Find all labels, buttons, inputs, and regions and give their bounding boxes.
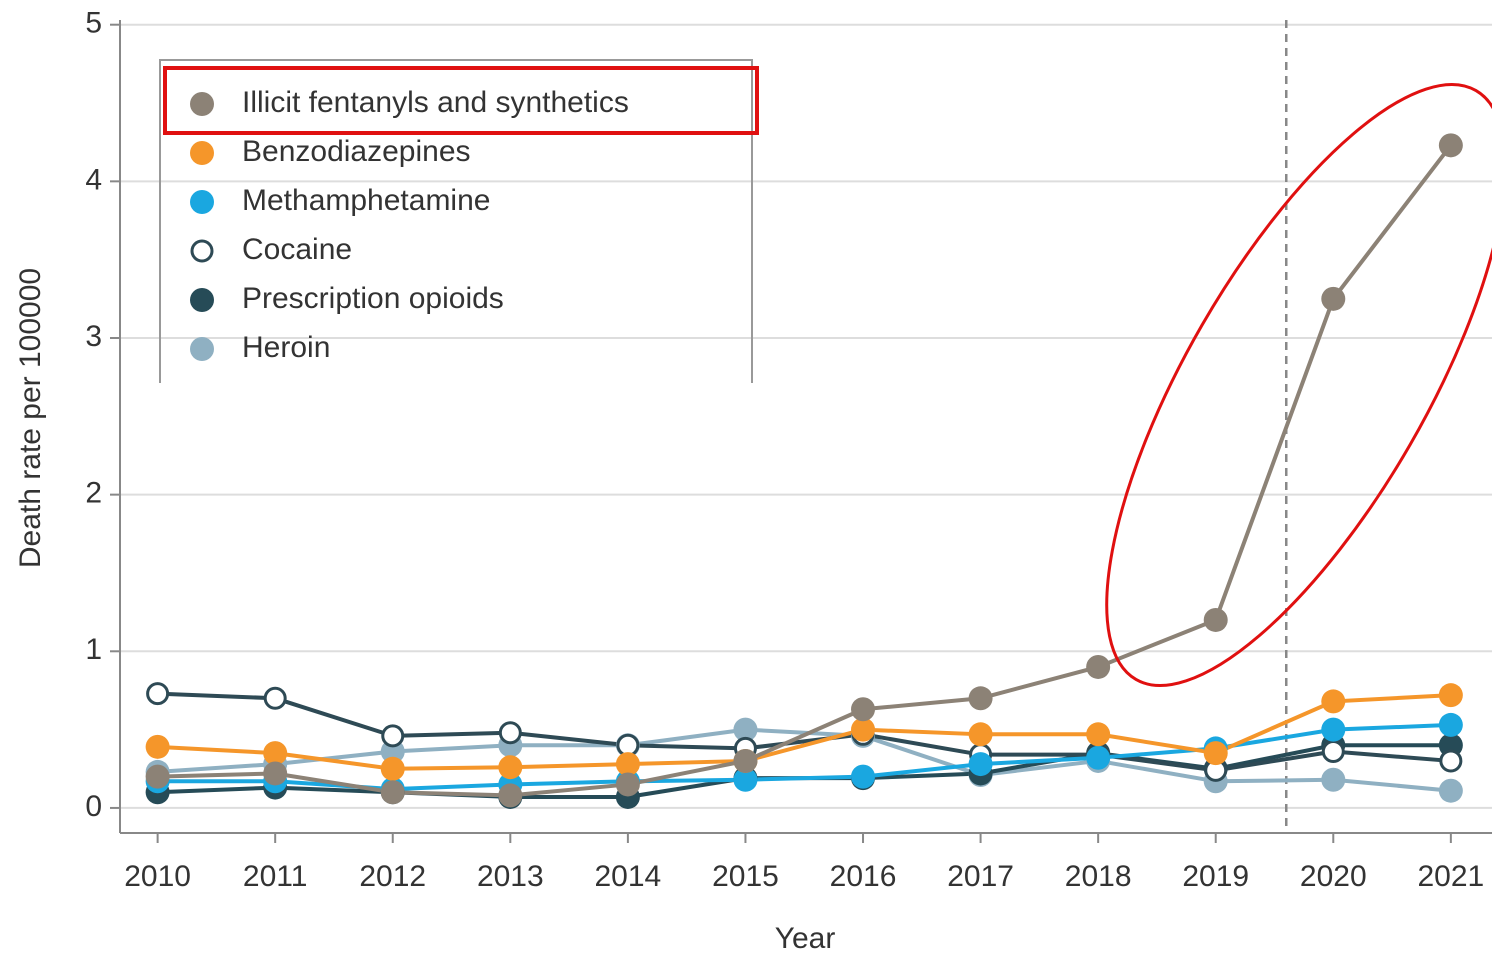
legend-label: Illicit fentanyls and synthetics bbox=[242, 86, 629, 119]
x-tick-label: 2012 bbox=[359, 860, 426, 893]
x-tick-label: 2021 bbox=[1417, 860, 1484, 893]
plot bbox=[145, 133, 1463, 809]
x-tick-label: 2020 bbox=[1300, 860, 1367, 893]
data-point bbox=[968, 722, 993, 747]
legend-frame bbox=[159, 59, 753, 383]
series-line bbox=[157, 691, 1452, 773]
data-point bbox=[263, 761, 288, 786]
data-point bbox=[498, 755, 523, 780]
data-point bbox=[851, 697, 876, 722]
x-axis-label: Year bbox=[775, 922, 836, 955]
data-point bbox=[145, 734, 170, 759]
legend-label: Prescription opioids bbox=[242, 282, 504, 315]
data-point bbox=[1438, 712, 1463, 737]
x-tick-label: 2016 bbox=[830, 860, 897, 893]
highlight-box bbox=[163, 66, 759, 135]
data-point bbox=[1439, 749, 1463, 773]
y-axis-label: Death rate per 100000 bbox=[14, 268, 47, 568]
data-point bbox=[615, 772, 640, 797]
data-point bbox=[733, 767, 758, 792]
data-point bbox=[263, 741, 288, 766]
highlight-ellipse bbox=[1105, 83, 1492, 687]
legend-label: Benzodiazepines bbox=[242, 135, 471, 168]
series-line bbox=[157, 144, 1453, 798]
legend-marker bbox=[190, 337, 214, 361]
data-point bbox=[1086, 654, 1111, 679]
legend-marker bbox=[190, 141, 214, 165]
legend-marker bbox=[190, 92, 214, 116]
x-tick-label: 2018 bbox=[1065, 860, 1132, 893]
y-tick-label: 4 bbox=[85, 163, 102, 196]
legend-marker bbox=[190, 190, 214, 214]
data-point bbox=[1321, 740, 1345, 764]
data-point bbox=[968, 686, 993, 711]
y-tick-label: 2 bbox=[85, 477, 102, 510]
x-tick-label: 2013 bbox=[477, 860, 544, 893]
data-point bbox=[1086, 745, 1111, 770]
data-point bbox=[1321, 286, 1346, 311]
x-tick-label: 2014 bbox=[595, 860, 662, 893]
data-point bbox=[380, 756, 405, 781]
data-point bbox=[380, 780, 405, 805]
y-tick-label: 0 bbox=[85, 790, 102, 823]
y-tick-label: 5 bbox=[85, 7, 102, 40]
data-point bbox=[1321, 717, 1346, 742]
legend: Illicit fentanyls and synthetics Benzodia… bbox=[159, 59, 753, 383]
data-point bbox=[145, 764, 170, 789]
data-point bbox=[851, 717, 876, 742]
data-point bbox=[498, 783, 523, 808]
data-point bbox=[263, 686, 287, 710]
data-point bbox=[1086, 722, 1111, 747]
series-line bbox=[157, 693, 1451, 771]
grid: 0 1 2 3 4 5 2010 2011 2012 2013 2014 2015 2016 2017 20… bbox=[85, 7, 1492, 893]
legend-marker bbox=[190, 239, 214, 263]
data-point bbox=[1438, 778, 1463, 803]
data-point bbox=[146, 682, 170, 706]
legend-label: Methamphetamine bbox=[242, 184, 490, 217]
data-point bbox=[1321, 689, 1346, 714]
y-tick-label: 3 bbox=[85, 320, 102, 353]
legend-marker bbox=[190, 288, 214, 312]
x-tick-label: 2017 bbox=[947, 860, 1014, 893]
x-tick-label: 2015 bbox=[712, 860, 779, 893]
x-tick-label: 2010 bbox=[124, 860, 191, 893]
data-point bbox=[381, 724, 405, 748]
data-point bbox=[1438, 683, 1463, 708]
x-tick-label: 2011 bbox=[243, 860, 308, 893]
legend-label: Cocaine bbox=[242, 233, 352, 266]
data-point bbox=[968, 752, 993, 777]
legend-label: Heroin bbox=[242, 331, 330, 364]
series-line bbox=[157, 727, 1452, 793]
data-point bbox=[733, 748, 758, 773]
data-point bbox=[1321, 767, 1346, 792]
data-point bbox=[498, 721, 522, 745]
data-point bbox=[1203, 741, 1228, 766]
data-point bbox=[1438, 133, 1463, 158]
data-point bbox=[1203, 607, 1228, 632]
y-tick-label: 1 bbox=[85, 633, 102, 666]
data-point bbox=[851, 764, 876, 789]
x-tick-label: 2019 bbox=[1182, 860, 1249, 893]
series-line bbox=[157, 743, 1451, 799]
data-point bbox=[615, 752, 640, 777]
data-point bbox=[733, 717, 758, 742]
